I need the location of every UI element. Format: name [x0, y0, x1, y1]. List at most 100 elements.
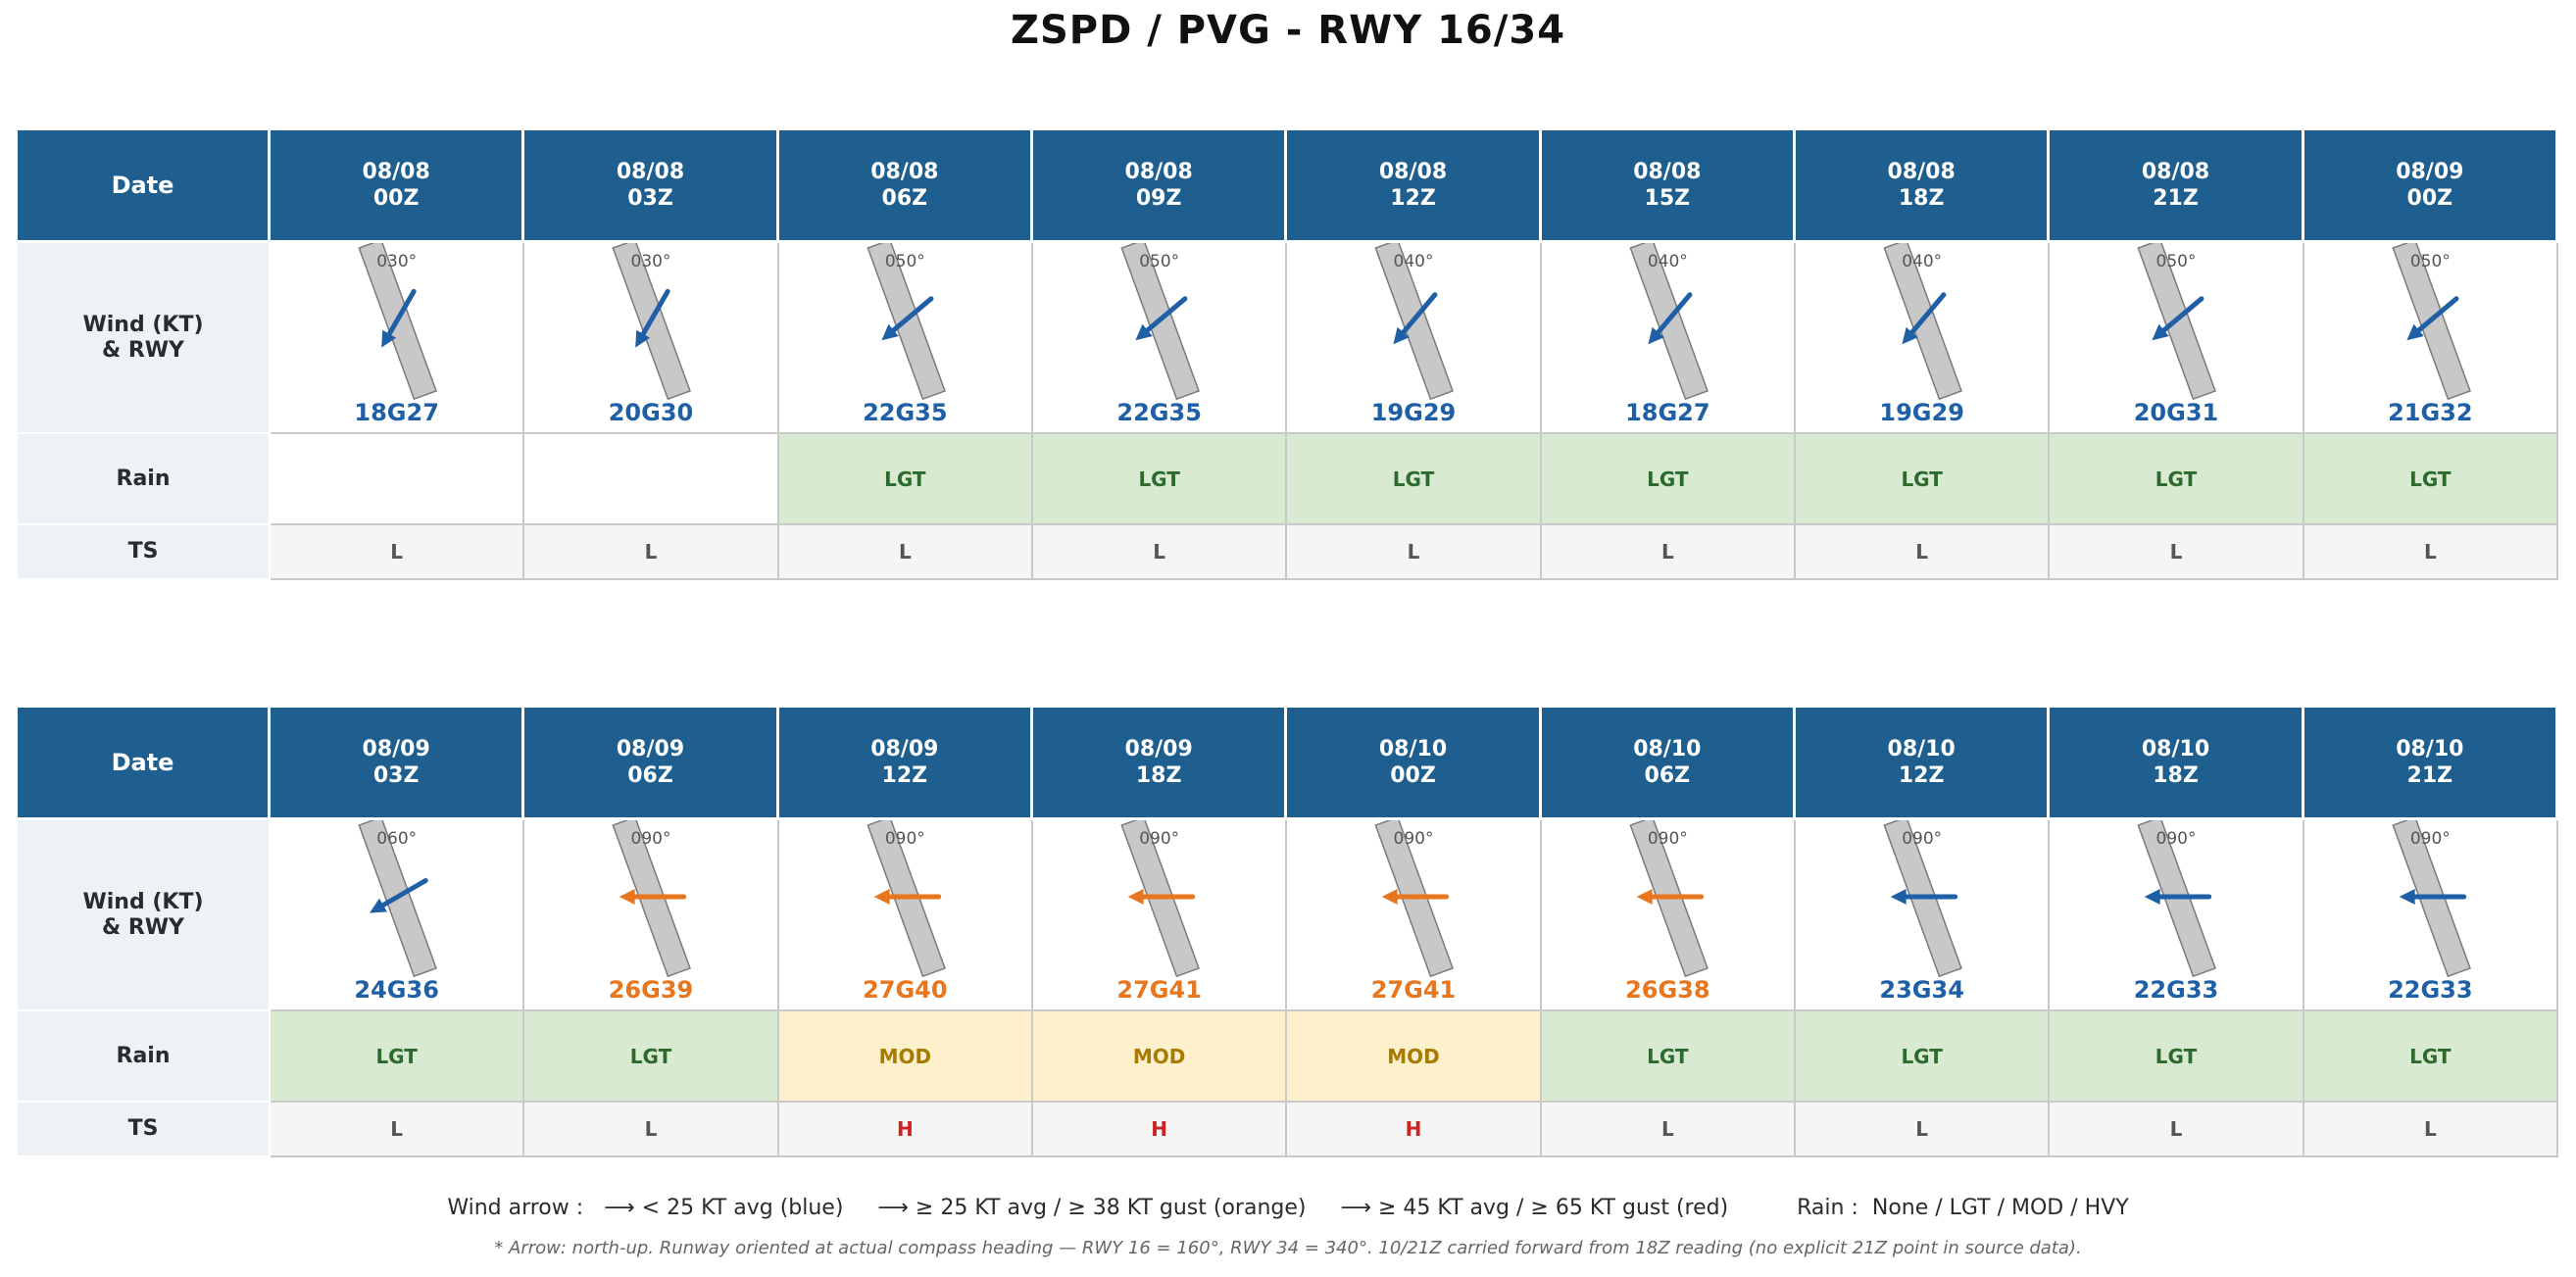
- wind-direction-label: 050°: [2409, 252, 2451, 271]
- wind-speed-label: 24G36: [354, 976, 439, 1004]
- ts-cell: H: [1287, 1103, 1542, 1157]
- wind-direction-label: 050°: [884, 252, 925, 271]
- rain-cell: LGT: [524, 1011, 779, 1103]
- rain-cell: LGT: [271, 1011, 525, 1103]
- rain-row-label: Rain: [18, 1011, 271, 1103]
- wind-arrow-shaft: [1145, 296, 1188, 333]
- rain-cell: LGT: [778, 434, 1033, 525]
- ts-cell: L: [524, 525, 779, 580]
- wind-arrow-head: [1648, 326, 1664, 345]
- ts-cell: H: [1033, 1103, 1288, 1157]
- date-header: 08/09 18Z: [1033, 708, 1288, 820]
- rain-cell: LGT: [1541, 1011, 1796, 1103]
- wind-direction-label: 050°: [2155, 252, 2197, 271]
- wind-speed-label: 26G39: [608, 976, 694, 1004]
- wind-speed-label: 23G34: [1879, 976, 1964, 1004]
- date-header: 08/08 03Z: [524, 130, 779, 243]
- date-header: 08/10 18Z: [2050, 708, 2304, 820]
- wind-direction-label: 030°: [376, 252, 418, 271]
- wind-direction-label: 090°: [1139, 829, 1180, 849]
- wind-cell: 090° 27G41: [1033, 820, 1288, 1011]
- rain-cell: LGT: [1287, 434, 1542, 525]
- date-header: 08/08 12Z: [1287, 130, 1542, 243]
- wind-direction-label: 040°: [1647, 252, 1688, 271]
- wind-direction-label: 090°: [2155, 829, 2197, 849]
- date-header: 08/10 21Z: [2304, 708, 2558, 820]
- wind-direction-label: 050°: [1139, 252, 1180, 271]
- wind-speed-label: 22G35: [863, 399, 948, 426]
- rain-row-label: Rain: [18, 434, 271, 525]
- wind-graphic: [1883, 820, 1962, 978]
- wind-row-label: Wind (KT) & RWY: [18, 820, 271, 1011]
- date-header: 08/08 18Z: [1796, 130, 2051, 243]
- ts-cell: L: [778, 525, 1033, 580]
- wind-cell: 050° 22G35: [778, 243, 1033, 434]
- date-row-label: Date: [18, 130, 271, 243]
- wind-speed-label: 20G31: [2133, 399, 2219, 426]
- date-header: 08/08 00Z: [271, 130, 525, 243]
- wind-arrow-head: [873, 889, 890, 905]
- date-header: 08/09 03Z: [271, 708, 525, 820]
- wind-graphic: [1374, 820, 1455, 978]
- wind-direction-label: 090°: [630, 829, 671, 849]
- page-title: ZSPD / PVG - RWY 16/34: [1010, 8, 1566, 53]
- wind-speed-label: 27G40: [863, 976, 948, 1004]
- wind-arrow-head: [2152, 323, 2170, 341]
- wind-arrow-head: [370, 898, 387, 913]
- wind-arrow-head: [1135, 323, 1153, 341]
- wind-cell: 090° 22G33: [2050, 820, 2304, 1011]
- date-header: 08/10 12Z: [1796, 708, 2051, 820]
- rain-cell: MOD: [1287, 1011, 1542, 1103]
- ts-cell: L: [2304, 525, 2558, 580]
- wind-arrow-shaft: [890, 296, 934, 333]
- wind-graphic: [1629, 243, 1709, 401]
- ts-cell: L: [2050, 1103, 2304, 1157]
- wind-cell: 090° 22G33: [2304, 820, 2558, 1011]
- wind-speed-label: 22G33: [2133, 976, 2219, 1004]
- ts-cell: L: [1541, 1103, 1796, 1157]
- wind-arrow-head: [881, 323, 899, 341]
- wind-direction-label: 030°: [630, 252, 671, 271]
- wind-cell: 090° 26G39: [524, 820, 779, 1011]
- forecast-table-1: Date 08/08 00Z 08/08 03Z 08/08 06Z 08/08 09Z…: [18, 130, 2558, 580]
- wind-arrow-shaft: [1909, 292, 1947, 335]
- wind-cell: 030° 20G30: [524, 243, 779, 434]
- rain-cell: MOD: [778, 1011, 1033, 1103]
- wind-arrow-shaft: [1401, 292, 1438, 335]
- ts-cell: L: [1033, 525, 1288, 580]
- wind-direction-label: 090°: [2409, 829, 2451, 849]
- wind-speed-label: 22G33: [2388, 976, 2473, 1004]
- wind-arrow-head: [635, 329, 651, 348]
- ts-row-label: TS: [18, 525, 271, 580]
- ts-cell: L: [271, 525, 525, 580]
- rain-cell: LGT: [1796, 434, 2051, 525]
- wind-speed-label: 18G27: [1625, 399, 1710, 426]
- wind-arrow-shaft: [2161, 296, 2204, 333]
- rain-cell: LGT: [2304, 1011, 2558, 1103]
- date-header: 08/09 06Z: [524, 708, 779, 820]
- forecast-table-2: Date 08/09 03Z 08/09 06Z 08/09 12Z 08/09 18Z…: [18, 708, 2558, 1157]
- wind-speed-label: 20G30: [608, 399, 694, 426]
- wind-arrow-shaft: [380, 878, 428, 908]
- wind-cell: 040° 19G29: [1796, 243, 2051, 434]
- ts-cell: H: [778, 1103, 1033, 1157]
- wind-cell: 090° 23G34: [1796, 820, 2051, 1011]
- rain-cell: LGT: [1796, 1011, 2051, 1103]
- ts-cell: L: [524, 1103, 779, 1157]
- wind-graphic: [2392, 243, 2471, 401]
- date-header: 08/08 09Z: [1033, 130, 1288, 243]
- wind-arrow-head: [1902, 326, 1918, 345]
- ts-cell: L: [1796, 525, 2051, 580]
- wind-arrow-shaft: [640, 288, 670, 337]
- legend: Wind arrow : ⟶ < 25 KT avg (blue) ⟶ ≥ 25…: [447, 1196, 2129, 1220]
- wind-direction-label: 090°: [884, 829, 925, 849]
- wind-arrow-head: [2144, 889, 2160, 905]
- date-header: 08/09 00Z: [2304, 130, 2558, 243]
- wind-graphic: [867, 243, 946, 401]
- rain-cell: LGT: [2050, 434, 2304, 525]
- wind-arrow-head: [2399, 889, 2415, 905]
- rain-cell: [271, 434, 525, 525]
- wind-graphic: [1883, 243, 1962, 401]
- wind-cell: 060° 24G36: [271, 820, 525, 1011]
- date-header: 08/08 15Z: [1541, 130, 1796, 243]
